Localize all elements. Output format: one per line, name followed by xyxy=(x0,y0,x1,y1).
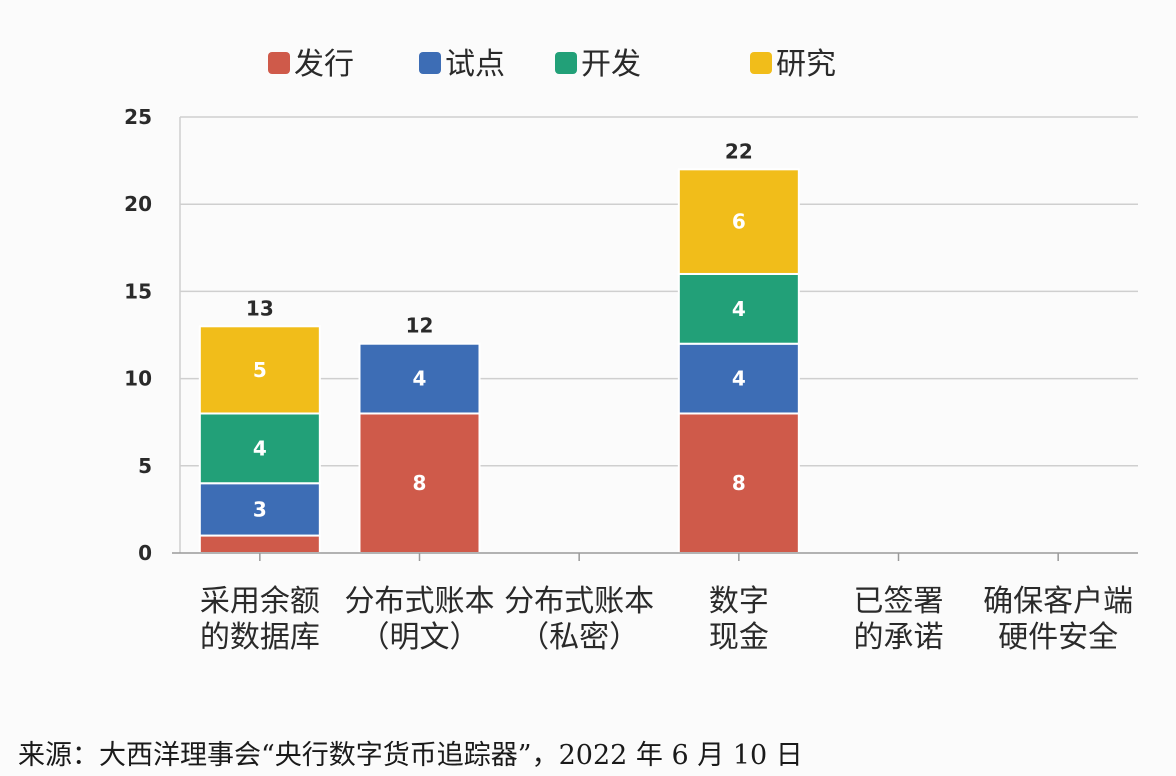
bar-segment-label: 4 xyxy=(732,367,746,391)
bar-segment-label: 8 xyxy=(732,471,746,495)
legend-swatch-2 xyxy=(555,52,577,74)
bar-segment-label: 4 xyxy=(413,367,427,391)
y-axis-ticks: 0 5 10 15 20 25 xyxy=(124,105,152,565)
bar-segment-label: 4 xyxy=(732,297,746,321)
x-category-label: （明文） xyxy=(360,620,480,655)
bar-segment xyxy=(198,412,321,485)
x-category-label: 的数据库 xyxy=(200,620,320,655)
bars: 3 4 5 13 8 4 12 8 4 4 6 22 xyxy=(198,139,800,555)
legend-label-0: 发行 xyxy=(294,47,354,82)
legend-label-1: 试点 xyxy=(445,47,505,82)
y-tick-label: 25 xyxy=(124,105,152,129)
bar-segment xyxy=(677,168,800,275)
x-category-label: 现金 xyxy=(709,620,769,655)
bar-segment-label: 3 xyxy=(253,497,267,521)
legend: 发行 试点 开发 研究 xyxy=(268,47,836,82)
y-tick-label: 10 xyxy=(124,367,152,391)
bar-total-label: 22 xyxy=(725,139,753,163)
x-category-label: 硬件安全 xyxy=(998,620,1118,655)
x-category-label: 确保客户端 xyxy=(983,584,1133,619)
bar-segment xyxy=(677,412,800,555)
legend-label-3: 研究 xyxy=(776,47,836,82)
bar-total-label: 13 xyxy=(246,296,274,320)
legend-swatch-1 xyxy=(419,52,441,74)
x-category-label: 分布式账本 xyxy=(345,584,495,619)
y-tick-label: 15 xyxy=(124,279,152,303)
x-axis-labels: 采用余额的数据库分布式账本（明文）分布式账本（私密）数字现金已签署的承诺确保客户… xyxy=(200,584,1133,655)
x-category-label: 采用余额 xyxy=(200,584,320,619)
x-category-label: 已签署 xyxy=(854,584,944,619)
bar-segment xyxy=(198,482,321,537)
gridlines xyxy=(179,116,1138,553)
y-tick-label: 0 xyxy=(138,541,152,565)
legend-label-2: 开发 xyxy=(581,47,641,82)
bar-segment xyxy=(677,342,800,415)
bar-segment-label: 8 xyxy=(413,471,427,495)
source-note: 来源：大西洋理事会“央行数字货币追踪器”，2022 年 6 月 10 日 xyxy=(18,740,803,771)
legend-swatch-0 xyxy=(268,52,290,74)
x-axis xyxy=(172,552,1138,561)
bar-segment xyxy=(198,534,321,554)
x-category-label: （私密） xyxy=(519,620,639,655)
bar-segment-label: 4 xyxy=(253,436,267,460)
x-category-label: 的承诺 xyxy=(854,620,944,655)
bar-segment-label: 6 xyxy=(732,210,746,234)
bar-segment xyxy=(358,342,481,415)
y-tick-label: 20 xyxy=(124,192,152,216)
x-category-label: 分布式账本 xyxy=(504,584,654,619)
bar-segment xyxy=(198,325,321,415)
x-category-label: 数字 xyxy=(709,584,769,619)
bar-segment xyxy=(677,272,800,345)
bar-segment-label: 5 xyxy=(253,358,267,382)
y-tick-label: 5 xyxy=(138,454,152,478)
bar-total-label: 12 xyxy=(406,314,434,338)
legend-swatch-3 xyxy=(750,52,772,74)
